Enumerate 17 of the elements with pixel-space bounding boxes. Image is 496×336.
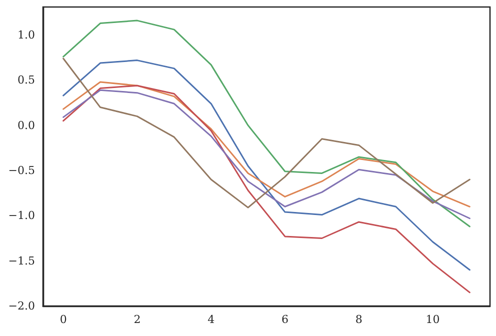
y-tick-label: 1.0 [18,28,35,42]
y-tick-label: −2.0 [8,300,35,312]
y-tick-label: −1.0 [8,209,35,222]
y-tick-label: −0.5 [8,164,35,177]
x-tick-label: 0 [60,313,67,326]
y-tick-label: 0.0 [18,118,35,132]
line-series [62,58,470,208]
x-tick-label: 8 [355,313,362,326]
x-tick-label: 6 [281,313,288,326]
line-series [62,84,470,294]
y-tick-label: −1.5 [8,254,35,268]
x-tick-label: 10 [426,313,440,326]
line-series [62,20,470,228]
line-series [62,60,470,271]
y-tick-label: 0.5 [18,74,35,87]
x-tick-label: 2 [134,313,141,326]
x-tick-label: 4 [208,313,215,326]
